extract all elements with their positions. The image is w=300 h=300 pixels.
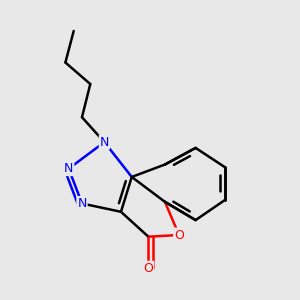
Text: O: O: [174, 229, 184, 242]
Text: N: N: [64, 162, 74, 175]
Text: N: N: [77, 197, 87, 210]
Text: N: N: [100, 136, 109, 148]
Text: O: O: [143, 262, 153, 275]
